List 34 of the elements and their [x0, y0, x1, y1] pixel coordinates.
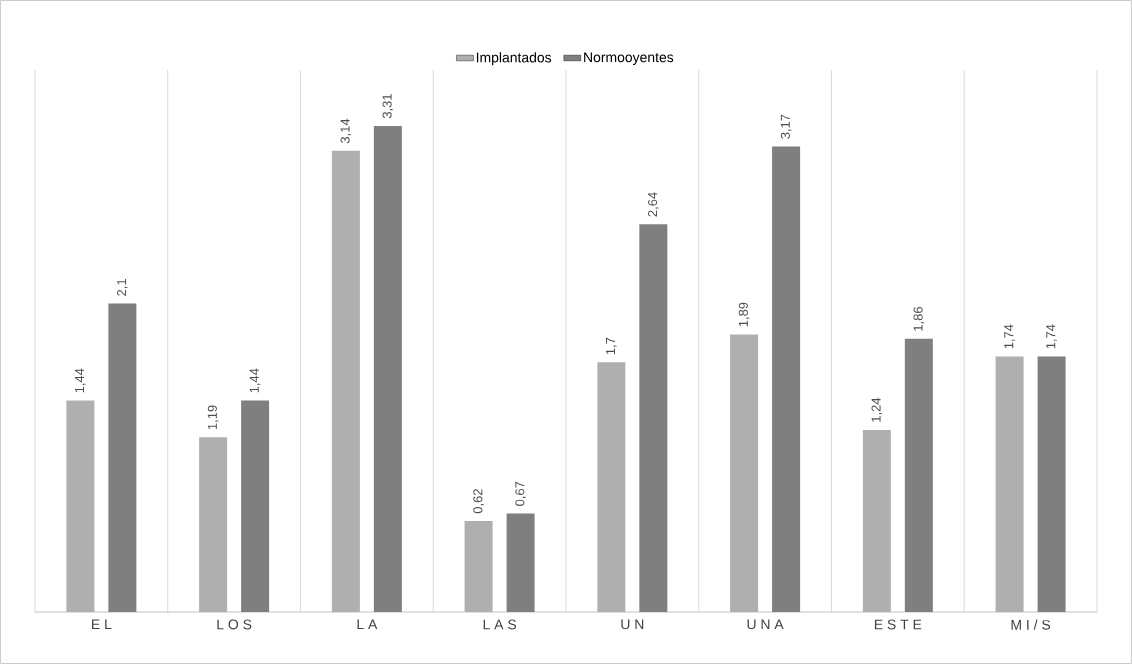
legend-label: Normooyentes — [584, 52, 674, 65]
data-label: 1,44 — [249, 368, 261, 393]
x-tick-label: L A S — [483, 619, 517, 630]
bar — [373, 125, 402, 612]
data-label: 3,31 — [382, 94, 394, 119]
x-tick-label: U N A — [747, 619, 784, 630]
legend-label: Implantados — [476, 52, 552, 66]
bar — [506, 513, 535, 612]
x-tick-label: E S T E — [874, 619, 922, 630]
data-label: 1,19 — [207, 405, 219, 430]
data-label: 2,64 — [647, 192, 659, 217]
bar — [1037, 356, 1066, 612]
bar — [639, 224, 668, 612]
x-tick-label: U N — [621, 619, 644, 630]
data-label: 0,67 — [515, 481, 526, 506]
data-label: 1,74 — [1004, 324, 1015, 349]
bar — [772, 146, 801, 612]
data-label: 1,24 — [871, 397, 883, 422]
data-label: 1,89 — [738, 302, 750, 327]
x-tick-label: L A — [357, 619, 378, 630]
data-label: 1,7 — [606, 337, 617, 355]
data-label: 1,74 — [1046, 324, 1057, 349]
data-label: 2,1 — [117, 279, 128, 296]
bar — [904, 338, 933, 612]
x-tick-label: M I / S — [1011, 619, 1051, 630]
bar — [108, 303, 137, 612]
data-label: 1,86 — [913, 307, 925, 331]
x-tick-label: E L — [92, 619, 112, 630]
bar — [241, 400, 270, 612]
data-label: 3,14 — [340, 118, 352, 144]
data-label: 1,44 — [75, 368, 86, 393]
x-tick-label: L O S — [217, 619, 252, 630]
data-label: 0,62 — [473, 489, 484, 514]
data-label: 3,17 — [780, 114, 792, 139]
